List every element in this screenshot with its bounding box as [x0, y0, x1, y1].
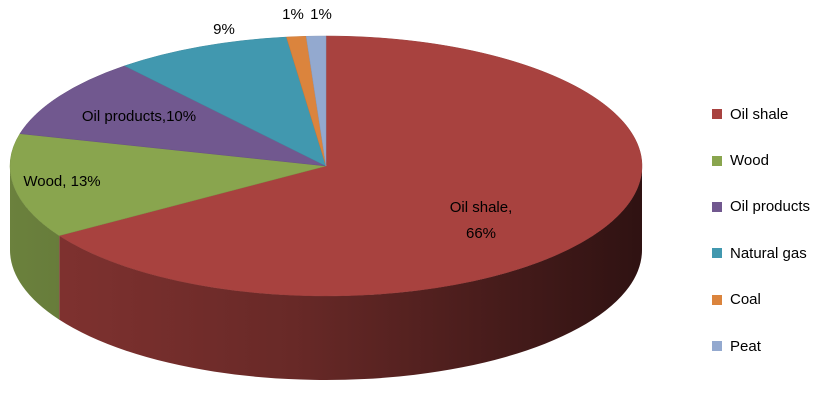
pie-side-walls — [10, 166, 642, 380]
data-label-peat: 1% — [310, 6, 332, 23]
data-label-oil-products: Oil products,10% — [82, 108, 196, 125]
legend-swatch — [712, 248, 722, 259]
legend-item-peat: Peat — [712, 323, 833, 369]
legend-swatch — [712, 341, 722, 352]
pie-side-oil-shale — [59, 166, 642, 380]
legend-label: Oil shale — [730, 105, 789, 123]
legend-item-wood: Wood — [712, 137, 833, 183]
legend-swatch — [712, 109, 722, 120]
pie-slice-peat — [305, 35, 327, 167]
legend-label: Coal — [730, 291, 761, 309]
legend-label: Wood — [730, 152, 769, 170]
legend-label: Oil products — [730, 198, 811, 216]
chart-legend: Oil shale Wood Oil products Natural gas Coal… — [712, 91, 833, 369]
pie-side-wood — [10, 166, 60, 320]
pie-slice-wood — [9, 133, 327, 236]
data-label-oil-shale: Oil shale, 66% — [450, 199, 513, 242]
pie-slice-natural-gas — [123, 36, 327, 167]
legend-label: Natural gas — [730, 244, 807, 262]
data-label-natural-gas: 9% — [213, 21, 235, 38]
legend-swatch — [712, 294, 722, 305]
pie-slice-oil-products — [19, 65, 327, 167]
legend-swatch — [712, 201, 722, 212]
legend-item-oil-products: Oil products — [712, 184, 833, 230]
data-label-wood: Wood, 13% — [23, 173, 100, 190]
legend-item-natural-gas: Natural gas — [712, 230, 833, 276]
pie-slice-oil-shale — [58, 35, 643, 297]
pie-data-labels: Oil shale, 66% Wood, 13% Oil products,10% 9%… — [23, 6, 512, 242]
legend-item-oil-shale: Oil shale — [712, 91, 833, 137]
data-label-coal: 1% — [282, 6, 304, 23]
legend-swatch — [712, 155, 722, 166]
legend-label: Peat — [730, 337, 761, 355]
legend-item-coal: Coal — [712, 277, 833, 323]
pie-top-slices — [9, 35, 643, 297]
